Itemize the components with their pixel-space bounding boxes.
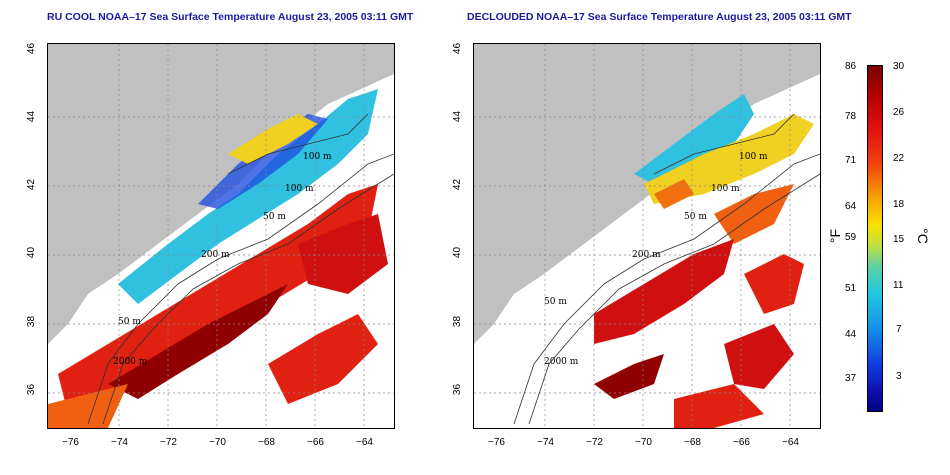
left-contour-label-2000m: 2000 m (113, 357, 148, 367)
right-contour-label-50m-b: 50 m (544, 297, 567, 307)
left-contour-label-100m-a: 100 m (303, 152, 332, 162)
right-x-tick: −76 (488, 437, 505, 448)
right-x-tick: −66 (733, 437, 750, 448)
right-x-tick: −74 (537, 437, 554, 448)
left-map-title: RU COOL NOAA–17 Sea Surface Temperature … (47, 11, 414, 23)
right-contour-label-100m-a: 100 m (739, 152, 768, 162)
left-y-tick: 38 (26, 315, 38, 328)
right-map-canvas: 100 m 100 m 50 m 200 m 50 m 2000 m (474, 44, 820, 428)
right-sst-map: 100 m 100 m 50 m 200 m 50 m 2000 m (473, 43, 821, 429)
left-contour-label-50m-a: 50 m (263, 212, 286, 222)
right-contour-label-100m-b: 100 m (711, 184, 740, 194)
right-y-tick: 46 (452, 42, 464, 55)
colorbar-f-tick: 59 (845, 232, 857, 243)
left-x-tick: −70 (209, 437, 226, 448)
right-x-tick: −68 (684, 437, 701, 448)
right-x-tick: −64 (782, 437, 799, 448)
colorbar-c-tick: 15 (893, 234, 905, 245)
colorbar-f-tick: 86 (845, 61, 857, 72)
left-x-tick: −72 (160, 437, 177, 448)
left-x-tick: −64 (356, 437, 373, 448)
left-y-tick: 46 (26, 42, 38, 55)
left-x-tick: −68 (258, 437, 275, 448)
colorbar-c-tick: 18 (893, 199, 905, 210)
colorbar-f-tick: 64 (845, 201, 857, 212)
right-contour-label-50m-a: 50 m (684, 212, 707, 222)
temperature-colorbar (867, 65, 883, 412)
colorbar-c-tick: 30 (893, 61, 905, 72)
right-y-tick: 38 (452, 315, 464, 328)
colorbar-c-tick: 11 (893, 280, 904, 291)
left-y-tick: 40 (26, 246, 38, 259)
left-y-tick: 36 (26, 383, 38, 396)
colorbar-f-tick: 71 (845, 155, 857, 166)
right-y-tick: 40 (452, 246, 464, 259)
colorbar-f-tick: 78 (845, 111, 857, 122)
left-map-canvas: 100 m 100 m 50 m 200 m 50 m 2000 m (48, 44, 394, 428)
left-y-tick: 42 (26, 178, 38, 191)
right-contour-label-200m: 200 m (632, 250, 661, 260)
left-x-tick: −74 (111, 437, 128, 448)
left-x-tick: −66 (307, 437, 324, 448)
colorbar-unit-celsius: °C (914, 228, 931, 244)
colorbar-f-tick: 37 (845, 373, 857, 384)
right-map-title: DECLOUDED NOAA–17 Sea Surface Temperatur… (467, 11, 852, 23)
colorbar-c-tick: 22 (893, 153, 905, 164)
left-sst-map: 100 m 100 m 50 m 200 m 50 m 2000 m (47, 43, 395, 429)
colorbar-c-tick: 7 (896, 324, 902, 335)
left-y-tick: 44 (26, 110, 38, 123)
colorbar-c-tick: 3 (896, 371, 902, 382)
left-contour-label-100m-b: 100 m (285, 184, 314, 194)
left-contour-label-200m: 200 m (201, 250, 230, 260)
left-x-tick: −76 (62, 437, 79, 448)
colorbar-c-tick: 26 (893, 107, 905, 118)
right-x-tick: −70 (635, 437, 652, 448)
right-y-tick: 42 (452, 178, 464, 191)
right-y-tick: 36 (452, 383, 464, 396)
right-contour-label-2000m: 2000 m (544, 357, 579, 367)
right-y-tick: 44 (452, 110, 464, 123)
colorbar-f-tick: 44 (845, 329, 857, 340)
right-x-tick: −72 (586, 437, 603, 448)
colorbar-f-tick: 51 (845, 283, 857, 294)
left-contour-label-50m-b: 50 m (118, 317, 141, 327)
colorbar-unit-fahrenheit: °F (827, 228, 844, 244)
